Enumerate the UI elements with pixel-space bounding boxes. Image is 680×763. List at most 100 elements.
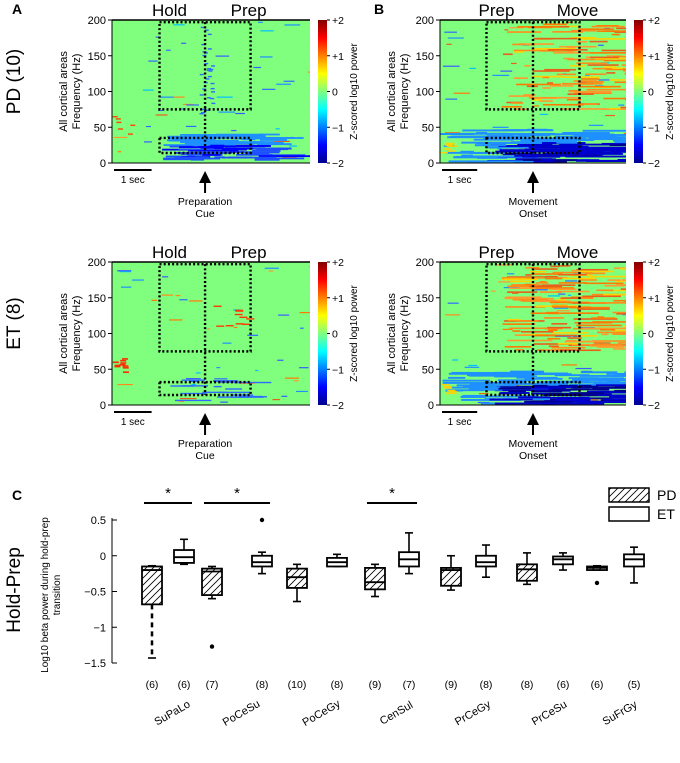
spectrogram-streak [204, 29, 209, 31]
colorbar-tick-label: +2 [332, 257, 344, 269]
spectrogram-streak [478, 392, 489, 395]
spectrogram-streak [522, 333, 546, 336]
category-label: PrCeSu [530, 699, 569, 729]
spectrogram-streak [463, 155, 523, 158]
spectrogram-streak [537, 300, 571, 303]
spectrogram-streak [518, 153, 571, 156]
spectrogram-streak [492, 126, 509, 128]
spectrogram-streak [296, 390, 308, 393]
spectrogram-streak [486, 395, 537, 398]
spectrogram-streak [541, 402, 605, 405]
y-axis-label: transition [52, 575, 63, 616]
colorbar-tick-label: 0 [648, 87, 654, 99]
spectrogram-streak [616, 27, 626, 30]
gamma-window-box [158, 20, 252, 111]
spectrogram-streak [579, 394, 626, 397]
spectrogram-streak [612, 348, 626, 350]
spectrogram-streak [199, 94, 204, 96]
heatmap-panel-0: 0 50 100 150 200 All cortical areas Frequency … [4, 1, 360, 220]
spectrogram-streak [162, 276, 169, 278]
spectrogram-streak [115, 118, 121, 120]
spectrogram-streak [567, 21, 573, 23]
spectrogram-streak [577, 335, 598, 337]
spectrogram-streak [170, 385, 195, 387]
y-tick-label: 200 [88, 257, 106, 269]
y-axis-label: Frequency (Hz) [399, 54, 411, 130]
spectrogram-streak [441, 383, 450, 386]
spectrogram-streak [536, 376, 558, 379]
boxplot-panel: C Hold-Prep Log10 beta power during hold-p… [4, 485, 676, 729]
spectrogram-streak [557, 151, 617, 153]
spectrogram-streak [591, 340, 626, 342]
spectrogram-streak [174, 399, 212, 402]
sample-size-label: (10) [288, 679, 307, 691]
spectrogram-streak [588, 124, 604, 126]
spectrogram-streak [623, 133, 626, 135]
significance-asterisk: * [165, 485, 171, 502]
box-body [552, 555, 574, 566]
spectrogram-streak [553, 52, 590, 54]
spectrogram-streak [519, 134, 550, 137]
spectrogram-streak [489, 398, 533, 401]
spectrogram-streak [587, 64, 619, 66]
spectrogram-streak [259, 133, 280, 136]
spectrogram-streak [596, 331, 626, 334]
box-et-censul: (7) [398, 532, 420, 691]
spectrogram-streak [206, 109, 211, 111]
spectrogram-streak [515, 320, 539, 322]
spectrogram-streak [166, 139, 196, 142]
spectrogram-streak [475, 142, 490, 145]
spectrogram-streak [204, 62, 209, 65]
spectrogram-streak [148, 60, 158, 62]
spectrogram-streak [534, 268, 558, 270]
spectrogram-streak [544, 68, 577, 71]
colorbar-tick-label: 0 [332, 87, 338, 99]
y-tick-label: −1.5 [84, 658, 106, 670]
spectrogram-streak [211, 65, 216, 67]
y-axis-label: All cortical areas [58, 293, 70, 374]
box-body [440, 567, 462, 587]
spectrogram-streak [239, 316, 248, 319]
spectrogram-streak [620, 288, 626, 290]
spectrogram-streak [550, 265, 560, 268]
spectrogram-streak [582, 327, 611, 330]
spectrogram-streak [190, 158, 205, 161]
event-label: Preparation [178, 196, 232, 208]
spectrogram-streak [168, 319, 183, 321]
spectrogram-streak [179, 397, 197, 400]
spectrogram-streak [525, 143, 553, 146]
spectrogram-streak [578, 28, 615, 30]
legend-swatch-pd [608, 487, 650, 503]
colorbar-tick-label: 0 [332, 329, 338, 341]
sample-size-label: (9) [445, 679, 458, 691]
spectrogram-streak [179, 299, 188, 301]
spectrogram-streak [191, 383, 197, 386]
window-label-1: Hold [152, 243, 187, 262]
spectrogram-streak [551, 346, 586, 349]
spectrogram-streak [219, 139, 239, 142]
spectrogram-streak [117, 151, 122, 153]
spectrogram-streak [577, 308, 610, 310]
spectrogram-streak [543, 23, 567, 26]
spectrogram-streak [440, 152, 449, 154]
spectrogram-streak [510, 372, 568, 375]
spectrogram-streak [543, 317, 564, 319]
spectrogram-streak [462, 394, 488, 397]
y-tick-label: 0 [100, 400, 106, 412]
box-et-pocegy: (8) [326, 553, 348, 691]
spectrogram-streak [504, 278, 538, 280]
spectrogram-streak [218, 111, 235, 113]
spectrogram-streak [300, 327, 304, 329]
spectrogram-streak [180, 392, 207, 395]
spectrogram-streak [174, 137, 184, 140]
spectrogram-streak [225, 147, 266, 150]
spectrogram-streak [542, 87, 551, 89]
legend-swatch-et [608, 506, 650, 522]
spectrogram-streak [566, 46, 576, 49]
spectrogram-streak [202, 54, 207, 57]
spectrogram-streak [565, 280, 578, 282]
spectrogram-streak [506, 339, 553, 342]
spectrogram-streak [120, 362, 127, 364]
window-label-1: Prep [479, 1, 515, 20]
y-tick-label: 200 [416, 15, 434, 27]
